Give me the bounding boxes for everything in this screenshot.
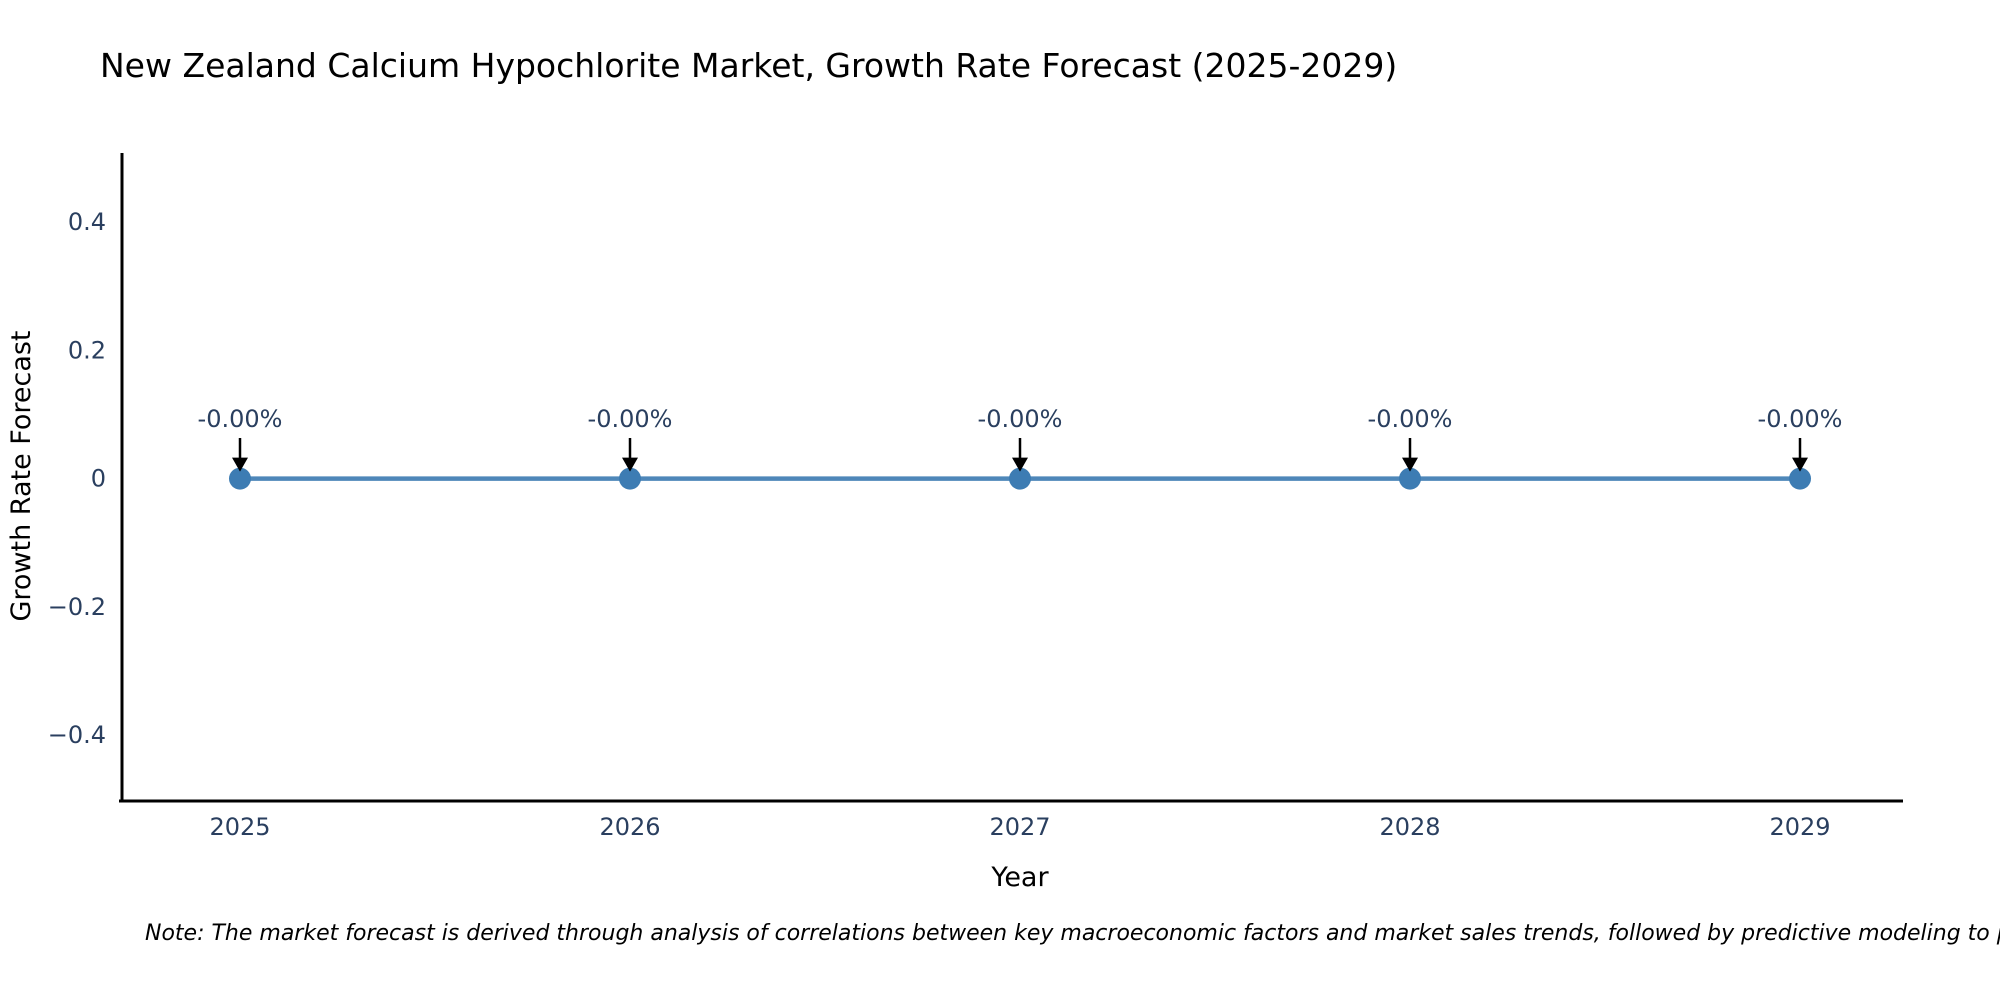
- annotation-arrowhead-icon: [1792, 457, 1808, 472]
- x-tick-label-2028: 2028: [1379, 813, 1440, 841]
- y-tick-label-0.4: 0.4: [68, 208, 106, 236]
- x-axis-label: Year: [990, 862, 1049, 893]
- annotation-label-2025: -0.00%: [198, 405, 283, 433]
- annotation-arrowhead-icon: [1402, 457, 1418, 472]
- data-point-2029[interactable]: [1789, 467, 1811, 490]
- annotations: -0.00% -0.00% -0.00% -0.00% -0.00%: [198, 405, 1843, 472]
- data-point-2025[interactable]: [229, 467, 251, 490]
- x-tick-label-2029: 2029: [1769, 813, 1830, 841]
- annotation-label-2029: -0.00%: [1758, 405, 1843, 433]
- y-tick-label-−0.2: −0.2: [48, 593, 106, 621]
- x-tick-label-2026: 2026: [599, 813, 660, 841]
- data-point-2027[interactable]: [1009, 467, 1031, 490]
- x-tick-label-2025: 2025: [209, 813, 270, 841]
- annotation-label-2026: -0.00%: [588, 405, 673, 433]
- annotation-label-2027: -0.00%: [978, 405, 1063, 433]
- y-tick-label-0.2: 0.2: [68, 336, 106, 364]
- chart-title: New Zealand Calcium Hypochlorite Market,…: [100, 46, 1397, 85]
- axes: [119, 153, 1903, 803]
- data-point-2026[interactable]: [619, 467, 641, 490]
- annotation-arrowhead-icon: [232, 457, 248, 472]
- data-series: [229, 467, 1811, 490]
- tick-labels: 0.4 0.2 0 −0.2 −0.4 2025 2026 2027 2028 2029: [48, 208, 1831, 841]
- y-tick-label-0: 0: [91, 465, 106, 493]
- y-axis-label: Growth Rate Forecast: [6, 330, 37, 621]
- annotation-arrowhead-icon: [622, 457, 638, 472]
- y-tick-label-−0.4: −0.4: [48, 721, 106, 749]
- x-tick-label-2027: 2027: [989, 813, 1050, 841]
- annotation-arrowhead-icon: [1012, 457, 1028, 472]
- footnote: Note: The market forecast is derived thr…: [145, 921, 2000, 946]
- annotation-label-2028: -0.00%: [1368, 405, 1453, 433]
- data-point-2028[interactable]: [1399, 467, 1421, 490]
